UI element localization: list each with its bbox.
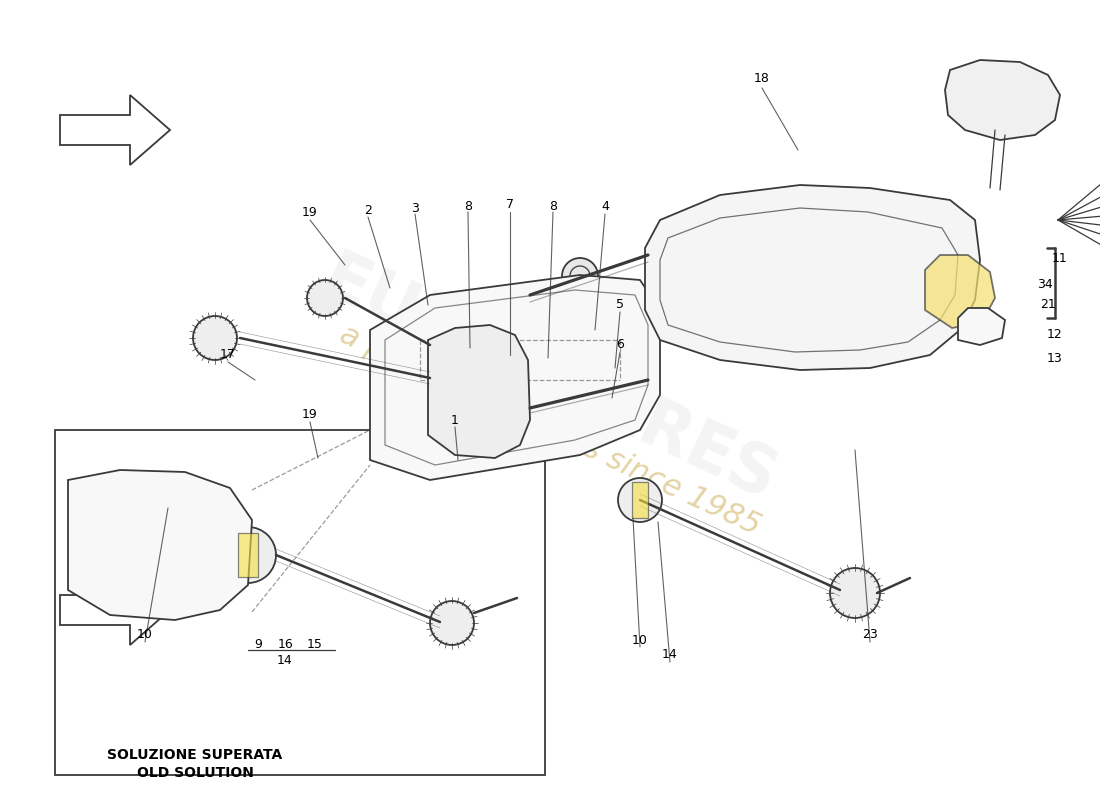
Circle shape bbox=[307, 280, 343, 316]
Text: 13: 13 bbox=[1047, 351, 1063, 365]
Circle shape bbox=[117, 497, 213, 593]
Text: 8: 8 bbox=[464, 199, 472, 213]
Polygon shape bbox=[370, 275, 660, 480]
Polygon shape bbox=[925, 255, 996, 328]
Circle shape bbox=[192, 316, 236, 360]
Text: 7: 7 bbox=[506, 198, 514, 211]
Circle shape bbox=[562, 258, 598, 294]
Text: 15: 15 bbox=[307, 638, 323, 651]
Polygon shape bbox=[945, 60, 1060, 140]
Text: 34: 34 bbox=[1037, 278, 1053, 291]
Text: 14: 14 bbox=[277, 654, 293, 666]
Circle shape bbox=[220, 527, 276, 583]
Text: 3: 3 bbox=[411, 202, 419, 214]
Text: 12: 12 bbox=[1047, 329, 1063, 342]
Circle shape bbox=[692, 240, 748, 296]
Polygon shape bbox=[238, 533, 258, 577]
Text: EUROSPARES: EUROSPARES bbox=[312, 246, 788, 514]
Text: 9: 9 bbox=[254, 638, 262, 651]
Text: 16: 16 bbox=[278, 638, 294, 651]
Text: 14: 14 bbox=[662, 649, 678, 662]
Circle shape bbox=[830, 568, 880, 618]
Circle shape bbox=[395, 358, 434, 398]
Bar bbox=[55, 430, 544, 775]
Circle shape bbox=[745, 223, 855, 333]
Circle shape bbox=[618, 478, 662, 522]
Text: 1: 1 bbox=[451, 414, 459, 426]
Circle shape bbox=[418, 331, 446, 359]
Text: 6: 6 bbox=[616, 338, 624, 351]
Text: OLD SOLUTION: OLD SOLUTION bbox=[136, 766, 253, 780]
Text: 19: 19 bbox=[302, 206, 318, 219]
Polygon shape bbox=[958, 308, 1005, 345]
Circle shape bbox=[437, 352, 513, 428]
Circle shape bbox=[952, 91, 979, 119]
Circle shape bbox=[983, 78, 1027, 122]
Text: SOLUZIONE SUPERATA: SOLUZIONE SUPERATA bbox=[108, 748, 283, 762]
Text: 5: 5 bbox=[616, 298, 624, 311]
Text: 17: 17 bbox=[220, 349, 235, 362]
Text: 11: 11 bbox=[1052, 251, 1068, 265]
Text: 10: 10 bbox=[632, 634, 648, 646]
Text: 2: 2 bbox=[364, 203, 372, 217]
Polygon shape bbox=[428, 325, 530, 458]
Text: 21: 21 bbox=[1041, 298, 1056, 311]
Text: 10: 10 bbox=[138, 629, 153, 642]
Circle shape bbox=[430, 601, 474, 645]
Text: 18: 18 bbox=[755, 71, 770, 85]
Polygon shape bbox=[68, 470, 252, 620]
Polygon shape bbox=[632, 482, 648, 518]
Text: a passion for parts since 1985: a passion for parts since 1985 bbox=[336, 319, 764, 541]
Text: 8: 8 bbox=[549, 199, 557, 213]
Circle shape bbox=[458, 338, 542, 422]
Circle shape bbox=[942, 274, 974, 306]
Text: 4: 4 bbox=[601, 201, 609, 214]
Text: 23: 23 bbox=[862, 629, 878, 642]
Polygon shape bbox=[645, 185, 980, 370]
Text: 19: 19 bbox=[302, 409, 318, 422]
